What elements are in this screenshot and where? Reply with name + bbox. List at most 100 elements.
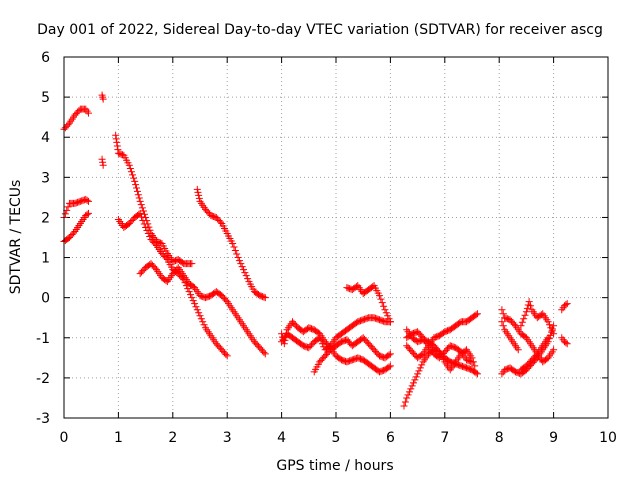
data-point <box>562 339 570 347</box>
data-points <box>60 91 571 410</box>
series-arc-v <box>517 334 552 374</box>
series-arc-q <box>403 328 476 366</box>
x-tick-label: 6 <box>386 430 395 446</box>
series-arc-f <box>112 131 196 268</box>
data-point <box>472 369 480 377</box>
data-point <box>260 293 268 301</box>
data-point <box>385 315 393 323</box>
series-arc-h <box>136 260 269 358</box>
data-point <box>222 350 230 358</box>
data-point <box>318 340 326 348</box>
data-point <box>563 300 571 308</box>
data-point <box>144 229 152 237</box>
data-point <box>113 138 121 146</box>
series-arc-j <box>278 318 394 376</box>
data-point <box>70 229 78 237</box>
data-point <box>550 330 558 338</box>
data-point <box>84 109 92 117</box>
data-point <box>414 370 422 378</box>
series-arc-g <box>114 209 231 360</box>
x-tick-label: 9 <box>549 430 558 446</box>
data-point <box>473 310 481 318</box>
data-point <box>138 204 146 212</box>
data-point <box>410 379 418 387</box>
series-arc-a <box>60 105 92 133</box>
data-point <box>142 223 150 231</box>
data-point <box>133 187 141 195</box>
data-point <box>231 247 239 255</box>
data-point <box>517 322 525 330</box>
data-point <box>415 367 423 375</box>
data-point <box>498 318 506 326</box>
plot-frame <box>63 56 609 419</box>
data-point <box>499 310 507 318</box>
x-tick-label: 2 <box>168 430 177 446</box>
axis-ticks: 0 1 2 3 4 5 6 7 8 9 10 -3 -2 -1 0 1 2 3 4 5 6 <box>36 50 617 446</box>
data-point <box>400 402 408 410</box>
data-point <box>514 346 522 354</box>
data-point <box>242 272 250 280</box>
data-point <box>546 321 554 329</box>
data-point <box>378 299 386 307</box>
data-point <box>233 250 241 258</box>
series-arc-x <box>558 334 571 348</box>
data-point <box>125 161 133 169</box>
data-point <box>411 376 419 384</box>
data-point <box>126 165 134 173</box>
data-point <box>401 398 409 406</box>
data-point <box>316 334 324 342</box>
data-point <box>526 302 534 310</box>
data-point <box>99 158 107 166</box>
data-point <box>418 332 426 340</box>
data-point <box>189 297 197 305</box>
x-tick-label: 10 <box>599 430 617 446</box>
x-tick-label: 1 <box>114 430 123 446</box>
data-point <box>98 155 106 163</box>
data-point <box>547 324 555 332</box>
data-point <box>261 350 269 358</box>
y-tick-label: 3 <box>41 170 50 186</box>
data-point <box>525 298 533 306</box>
data-point <box>377 295 385 303</box>
data-point <box>386 362 394 370</box>
data-point <box>84 209 92 217</box>
data-point <box>499 322 507 330</box>
series-arc-e <box>98 155 107 169</box>
data-point <box>548 327 556 335</box>
data-point <box>498 306 506 314</box>
data-point <box>195 194 203 202</box>
data-point <box>162 254 170 262</box>
data-point <box>140 220 148 228</box>
data-point <box>412 373 420 381</box>
data-point <box>472 311 480 319</box>
data-point <box>136 209 144 217</box>
x-tick-label: 0 <box>60 430 69 446</box>
data-point <box>382 309 390 317</box>
data-point <box>407 385 415 393</box>
series-arc-w <box>558 300 571 314</box>
series-arc-r <box>498 306 558 366</box>
data-point <box>132 181 140 189</box>
data-point <box>133 184 141 192</box>
data-point <box>381 306 389 314</box>
data-point <box>216 218 224 226</box>
data-point <box>139 216 147 224</box>
series-arc-t <box>498 318 522 354</box>
data-point <box>112 135 120 143</box>
data-point <box>237 260 245 268</box>
data-point <box>151 264 159 272</box>
data-point <box>188 294 196 302</box>
data-point <box>192 303 200 311</box>
data-point <box>521 311 529 319</box>
x-tick-label: 5 <box>332 430 341 446</box>
y-tick-label: 1 <box>41 251 50 267</box>
data-point <box>473 370 481 378</box>
data-point <box>240 266 248 274</box>
data-point <box>135 194 143 202</box>
data-point <box>200 321 208 329</box>
data-point <box>222 296 230 304</box>
data-point <box>261 294 269 302</box>
x-tick-label: 8 <box>495 430 504 446</box>
data-point <box>99 161 107 169</box>
data-point <box>408 382 416 390</box>
